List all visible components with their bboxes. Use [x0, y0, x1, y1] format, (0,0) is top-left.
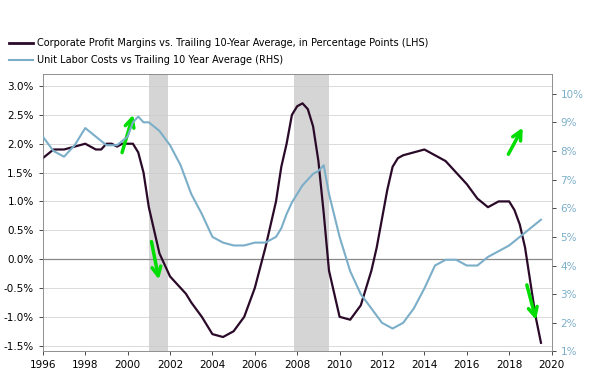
- Text: Unit Labor Costs vs Trailing 10 Year Average (RHS): Unit Labor Costs vs Trailing 10 Year Ave…: [37, 55, 283, 65]
- Bar: [149, 74, 168, 351]
- Text: Corporate Profit Margins vs. Trailing 10-Year Average, in Percentage Points (LHS: Corporate Profit Margins vs. Trailing 10…: [37, 38, 428, 48]
- Bar: [293, 74, 329, 351]
- Text: U.S. Corporate Pre-Tax Profits* and Unit Labor Costs: U.S. Corporate Pre-Tax Profits* and Unit…: [7, 10, 440, 25]
